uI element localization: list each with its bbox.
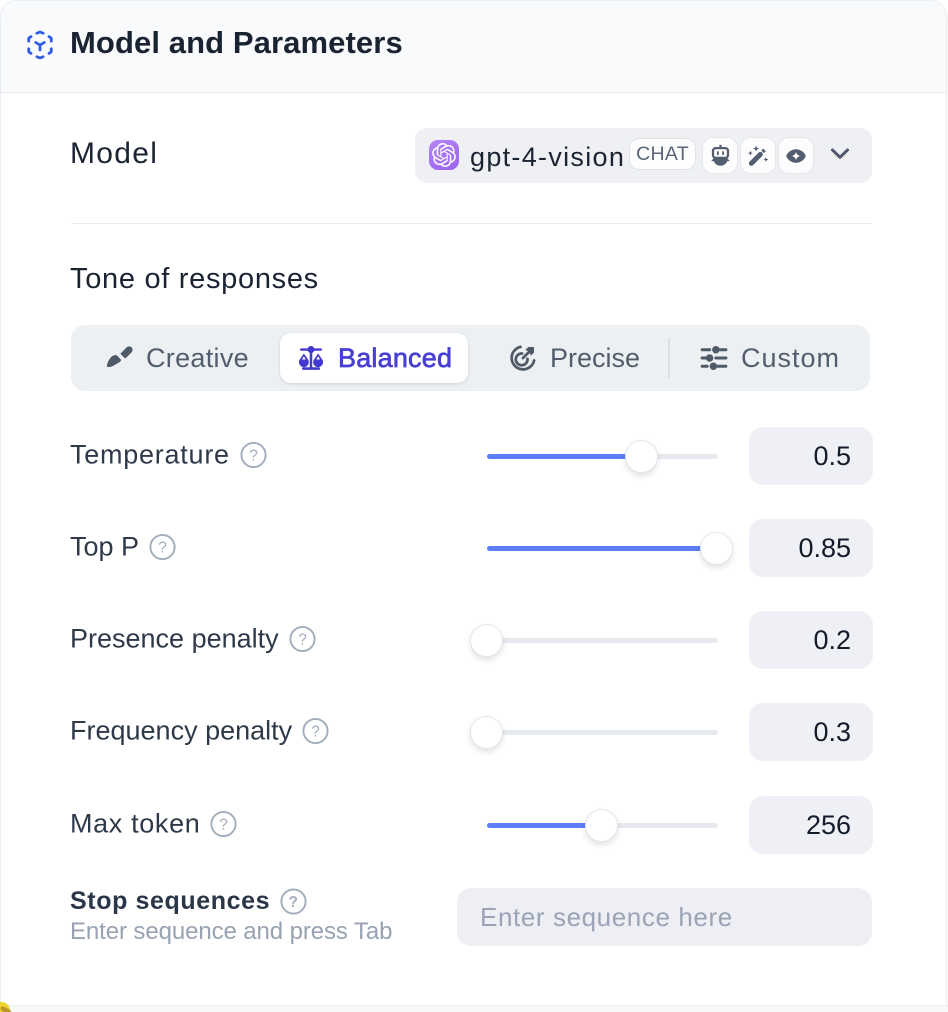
svg-text:?: ? <box>158 539 167 556</box>
svg-text:?: ? <box>311 723 320 740</box>
svg-text:?: ? <box>220 816 229 833</box>
svg-text:?: ? <box>298 631 307 648</box>
svg-text:?: ? <box>249 447 258 464</box>
svg-text:?: ? <box>289 894 299 911</box>
